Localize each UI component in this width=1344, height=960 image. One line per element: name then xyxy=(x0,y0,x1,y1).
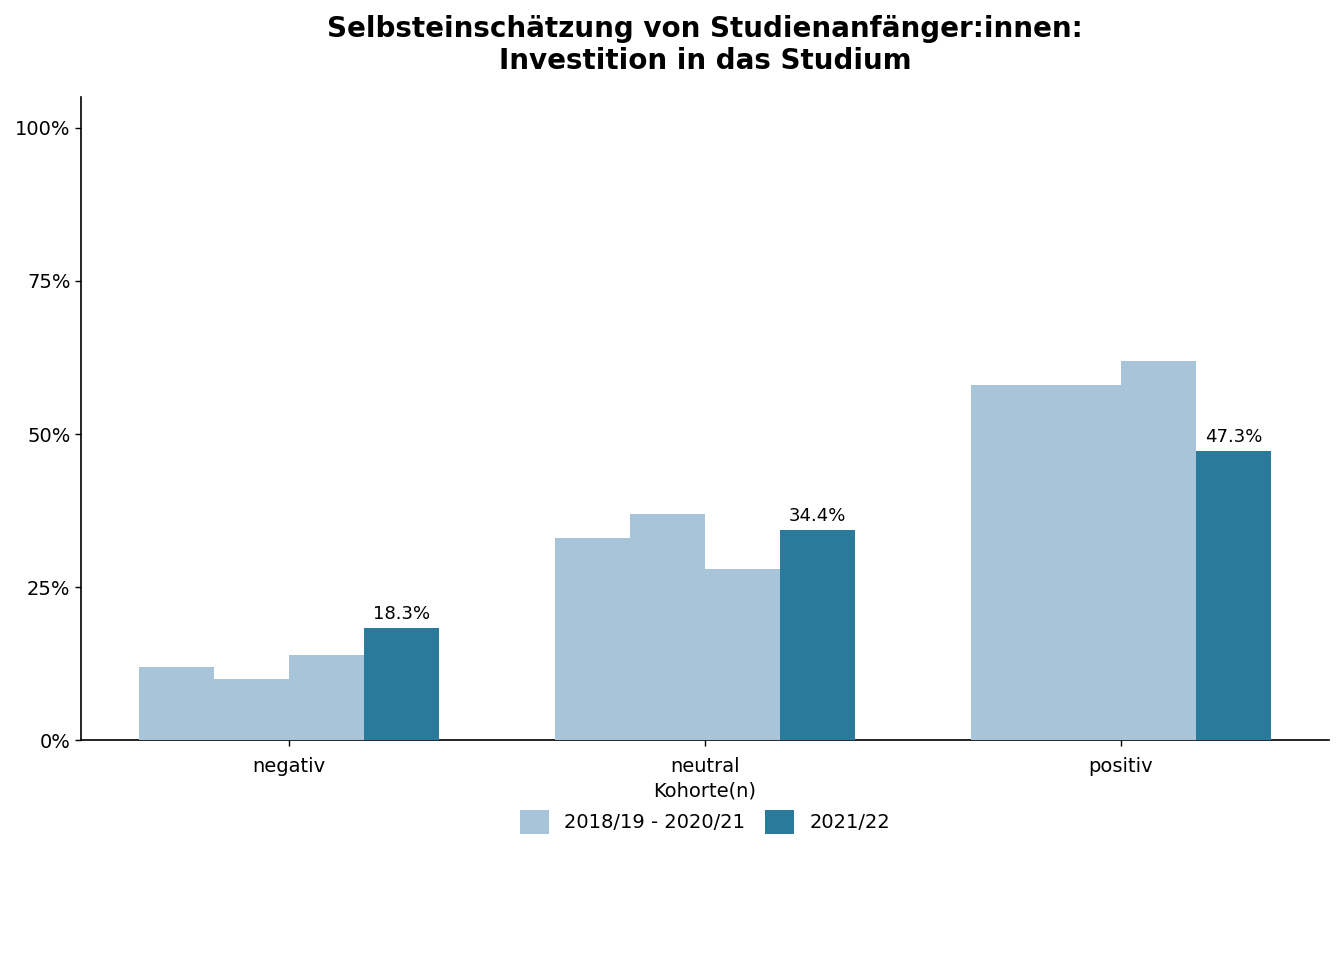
Legend: 2018/19 - 2020/21, 2021/22: 2018/19 - 2020/21, 2021/22 xyxy=(520,781,890,833)
Bar xyxy=(140,667,214,740)
Bar xyxy=(630,514,706,740)
Title: Selbsteinschätzung von Studienanfänger:innen:
Investition in das Studium: Selbsteinschätzung von Studienanfänger:i… xyxy=(327,15,1083,76)
Bar xyxy=(780,530,855,740)
Bar xyxy=(1121,361,1196,740)
Bar xyxy=(364,629,438,740)
Bar xyxy=(1046,385,1121,740)
Bar xyxy=(1196,450,1271,740)
Bar xyxy=(555,539,630,740)
Bar xyxy=(289,655,364,740)
Bar xyxy=(706,569,780,740)
Text: 47.3%: 47.3% xyxy=(1204,428,1262,445)
Text: 34.4%: 34.4% xyxy=(789,507,845,525)
Text: 18.3%: 18.3% xyxy=(372,606,430,623)
Bar xyxy=(214,679,289,740)
Bar xyxy=(972,385,1046,740)
